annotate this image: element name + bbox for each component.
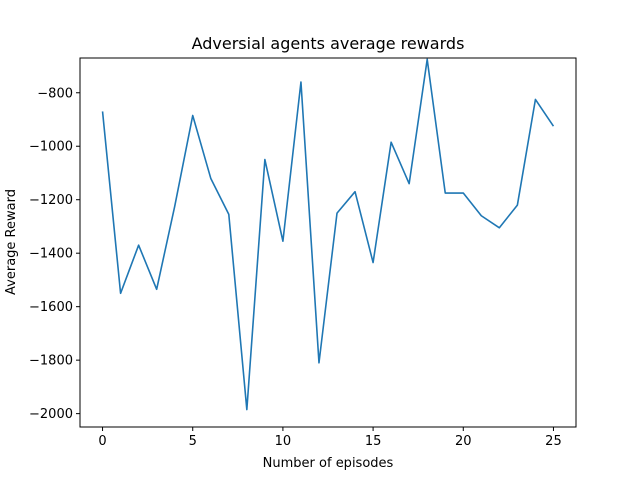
data-point — [155, 288, 157, 290]
plot-area-frame — [79, 57, 577, 428]
data-point — [101, 110, 103, 112]
data-point — [354, 190, 356, 192]
data-point — [318, 362, 320, 364]
data-point — [137, 244, 139, 246]
data-point — [246, 408, 248, 410]
series-layer — [101, 58, 555, 411]
data-point — [408, 182, 410, 184]
data-point — [228, 213, 230, 215]
data-point — [282, 240, 284, 242]
y-tick-label: −800 — [37, 86, 73, 101]
data-point — [480, 215, 482, 217]
data-point — [444, 192, 446, 194]
data-point — [498, 227, 500, 229]
y-axis: −2000 −1800 −1600 −1400 −1200 −1000 −800 — [29, 86, 80, 422]
data-point — [534, 98, 536, 100]
chart-title: Adversial agents average rewards — [192, 34, 465, 53]
data-point — [426, 58, 428, 60]
data-point — [173, 205, 175, 207]
x-tick-label: 10 — [275, 434, 292, 449]
x-tick-label: 5 — [189, 434, 197, 449]
data-point — [552, 125, 554, 127]
data-point — [210, 177, 212, 179]
y-tick-label: −2000 — [29, 407, 73, 422]
x-tick-label: 20 — [455, 434, 472, 449]
y-tick-label: −1400 — [29, 247, 73, 262]
y-tick-label: −1000 — [29, 140, 73, 155]
x-tick-label: 25 — [545, 434, 562, 449]
series-line — [101, 58, 555, 411]
y-tick-label: −1800 — [29, 354, 73, 369]
y-tick-label: −1200 — [29, 193, 73, 208]
x-tick-label: 0 — [98, 434, 106, 449]
data-point — [390, 141, 392, 143]
data-point — [462, 192, 464, 194]
data-point — [119, 292, 121, 294]
data-point — [336, 212, 338, 214]
data-point — [372, 261, 374, 263]
x-tick-label: 15 — [365, 434, 382, 449]
x-axis-label: Number of episodes — [263, 456, 394, 471]
data-point — [264, 158, 266, 160]
data-point — [516, 204, 518, 206]
data-point — [300, 81, 302, 83]
y-axis-label: Average Reward — [4, 189, 19, 295]
y-tick-label: −1600 — [29, 300, 73, 315]
data-point — [192, 114, 194, 116]
x-axis: 0 5 10 15 20 25 — [98, 427, 562, 449]
